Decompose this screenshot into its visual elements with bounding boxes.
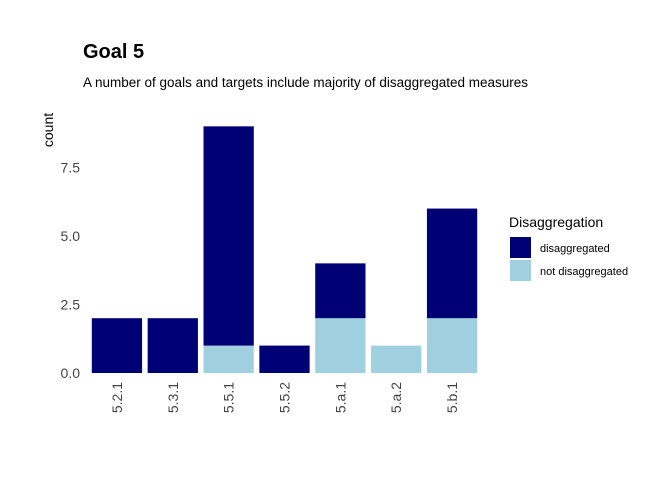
bar-5.5.2-disaggregated [259,345,310,373]
legend-title: Disaggregation [509,214,603,230]
legend-label: not disaggregated [540,266,628,278]
y-tick-label: 7.5 [61,159,81,175]
y-tick-label: 2.5 [61,296,81,312]
x-tick-label: 5.5.2 [277,382,293,413]
bar-5.5.1-not-disaggregated [203,345,254,373]
legend: Disaggregation disaggregated not disaggre… [509,214,628,281]
y-tick-label: 5.0 [61,228,81,244]
x-axis-ticks: 5.2.1 5.3.1 5.5.1 5.5.2 5.a.1 5.a.2 5.b.1 [109,382,460,413]
x-tick-label: 5.5.1 [221,382,237,413]
chart-title: Goal 5 [83,41,144,63]
legend-entries: disaggregated not disaggregated [510,237,628,281]
x-tick-label: 5.a.1 [332,382,348,413]
y-axis-label: count [40,113,56,147]
bar-5.b.1-not-disaggregated [426,318,478,373]
y-axis-ticks: 0.0 2.5 5.0 7.5 [61,159,81,381]
bar-5.3.1-disaggregated [147,318,198,373]
bar-5.5.1-disaggregated [203,126,254,346]
x-tick-label: 5.2.1 [109,382,125,413]
x-tick-label: 5.a.2 [388,382,404,413]
chart-subtitle: A number of goals and targets include ma… [83,75,528,90]
x-tick-label: 5.3.1 [165,382,181,413]
bar-5.a.1-not-disaggregated [315,318,366,373]
legend-swatch [510,237,531,258]
bar-5.b.1-disaggregated [426,208,478,319]
x-tick-label: 5.b.1 [444,382,460,413]
y-tick-label: 0.0 [61,365,81,381]
legend-label: disaggregated [540,243,610,255]
legend-swatch [510,260,531,281]
bar-5.a.2-not-disaggregated [371,345,422,373]
bars [91,126,478,373]
bar-5.a.1-disaggregated [315,263,366,319]
bar-5.2.1-disaggregated [91,318,143,373]
